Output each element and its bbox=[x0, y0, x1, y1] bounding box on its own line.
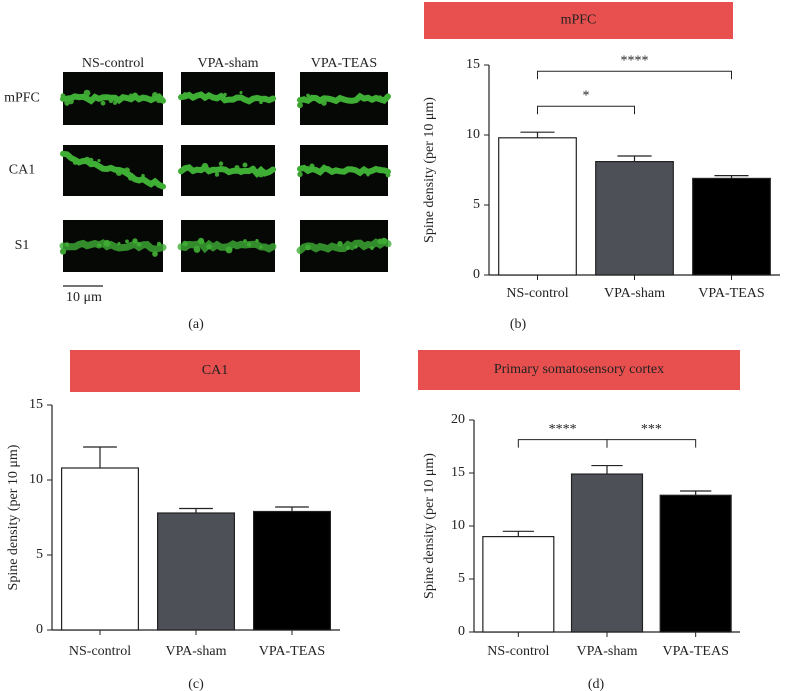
dendrite bbox=[297, 164, 391, 177]
y-tick-label: 0 bbox=[473, 267, 480, 282]
column-label: VPA-sham bbox=[198, 56, 259, 71]
y-tick-label: 5 bbox=[36, 547, 43, 562]
y-tick-label: 10 bbox=[29, 472, 43, 487]
bar bbox=[570, 473, 644, 633]
chart-title: Primary somatosensory cortex bbox=[494, 362, 664, 377]
bar bbox=[498, 137, 577, 276]
significance-bracket bbox=[537, 70, 732, 80]
dendrite bbox=[297, 92, 391, 105]
error-bar bbox=[83, 446, 117, 468]
y-tick-label: 15 bbox=[466, 57, 480, 72]
significance-bracket bbox=[517, 439, 608, 448]
x-tick-label: VPA-sham bbox=[166, 644, 227, 659]
title-box bbox=[418, 350, 740, 390]
x-tick-label: VPA-TEAS bbox=[259, 644, 325, 659]
error-bar bbox=[680, 490, 712, 496]
spine bbox=[100, 100, 106, 106]
spine bbox=[214, 172, 220, 177]
spine bbox=[297, 171, 303, 178]
y-tick-label: 0 bbox=[458, 624, 465, 639]
panel-label: (a) bbox=[188, 317, 204, 332]
y-tick-label: 5 bbox=[458, 571, 465, 586]
spine bbox=[297, 102, 303, 109]
panel-label: (c) bbox=[188, 677, 204, 691]
significance-label: **** bbox=[621, 53, 649, 68]
chart-title: CA1 bbox=[202, 363, 228, 378]
panel-label: (d) bbox=[588, 677, 605, 691]
x-tick-label: NS-control bbox=[69, 644, 131, 659]
error-bar bbox=[520, 131, 555, 138]
bar bbox=[595, 161, 674, 276]
dendrite bbox=[59, 239, 167, 254]
row-label: CA1 bbox=[9, 163, 35, 178]
significance-bracket bbox=[606, 439, 697, 448]
significance-label: * bbox=[583, 88, 590, 103]
spine bbox=[239, 90, 243, 95]
dendrite bbox=[177, 239, 277, 254]
significance-label: *** bbox=[641, 422, 662, 437]
y-tick-label: 20 bbox=[451, 412, 465, 427]
x-tick-label: VPA-TEAS bbox=[698, 286, 764, 301]
dendrite bbox=[178, 91, 276, 105]
significance-bracket bbox=[537, 105, 635, 115]
spine bbox=[125, 239, 129, 244]
error-bar bbox=[502, 530, 534, 537]
y-tick-label: 15 bbox=[451, 465, 465, 480]
dendrite bbox=[178, 163, 276, 179]
x-tick-label: VPA-TEAS bbox=[662, 644, 728, 659]
y-axis-label: Spine density (per 10 μm) bbox=[422, 453, 437, 599]
spine bbox=[242, 162, 248, 168]
x-tick-label: NS-control bbox=[506, 286, 568, 301]
bar bbox=[659, 494, 732, 633]
chart-title: mPFC bbox=[561, 13, 597, 28]
error-bar bbox=[179, 507, 213, 513]
x-tick-label: VPA-sham bbox=[577, 644, 638, 659]
error-bar bbox=[591, 464, 623, 475]
dendrite bbox=[296, 237, 392, 254]
column-label: NS-control bbox=[82, 56, 144, 71]
spine bbox=[59, 248, 67, 255]
spine bbox=[218, 161, 224, 166]
row-label: mPFC bbox=[4, 91, 40, 106]
y-tick-label: 10 bbox=[451, 518, 465, 533]
dendrite bbox=[60, 150, 166, 190]
scale-bar-label: 10 μm bbox=[66, 290, 102, 305]
y-tick-label: 15 bbox=[29, 397, 43, 412]
panel-label: (b) bbox=[510, 317, 527, 332]
significance-label: **** bbox=[549, 422, 577, 437]
dendrite bbox=[60, 92, 166, 105]
error-bar bbox=[275, 506, 309, 512]
bar bbox=[692, 177, 771, 276]
x-tick-label: NS-control bbox=[487, 644, 549, 659]
title-box bbox=[424, 2, 733, 39]
error-bar bbox=[617, 155, 652, 162]
bar bbox=[482, 535, 555, 633]
y-tick-label: 0 bbox=[36, 622, 43, 637]
error-bar bbox=[714, 175, 749, 179]
column-label: VPA-TEAS bbox=[311, 56, 377, 71]
spine bbox=[97, 159, 101, 163]
y-tick-label: 5 bbox=[473, 197, 480, 212]
x-tick-label: VPA-sham bbox=[604, 286, 665, 301]
bar bbox=[253, 510, 332, 631]
y-axis-label: Spine density (per 10 μm) bbox=[422, 97, 437, 243]
bar bbox=[60, 467, 140, 631]
y-axis-label: Spine density (per 10 μm) bbox=[6, 444, 21, 590]
bar bbox=[157, 512, 236, 631]
title-box bbox=[70, 350, 360, 392]
y-tick-label: 10 bbox=[466, 127, 480, 142]
row-label: S1 bbox=[15, 238, 30, 253]
